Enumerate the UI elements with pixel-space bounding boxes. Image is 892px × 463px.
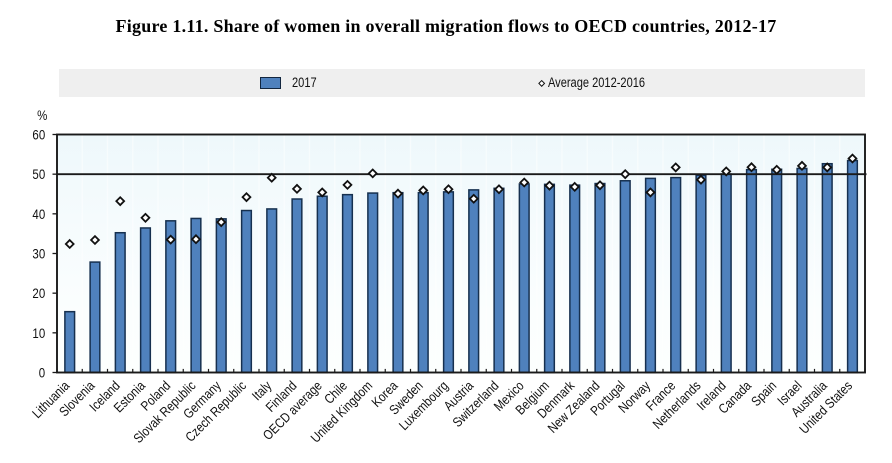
svg-text:40: 40 — [32, 206, 45, 222]
svg-text:20: 20 — [32, 285, 45, 301]
svg-text:0: 0 — [39, 364, 45, 380]
svg-text:Spain: Spain — [748, 378, 779, 409]
svg-text:10: 10 — [32, 325, 45, 341]
svg-text:50: 50 — [32, 166, 45, 182]
svg-text:30: 30 — [32, 245, 45, 261]
svg-text:60: 60 — [32, 126, 45, 142]
svg-text:%: % — [37, 107, 47, 123]
